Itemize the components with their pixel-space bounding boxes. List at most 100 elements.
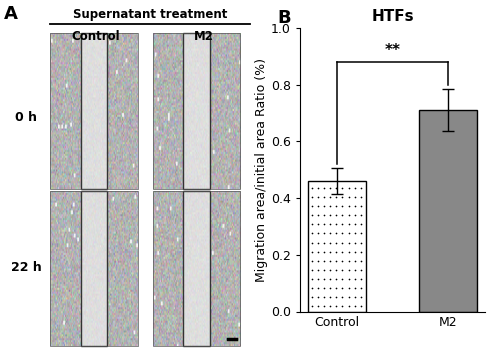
Point xyxy=(308,276,316,282)
Point xyxy=(314,240,322,245)
Point xyxy=(320,249,328,254)
Point xyxy=(338,267,346,273)
Point xyxy=(320,212,328,218)
Point xyxy=(320,303,328,309)
Point xyxy=(320,203,328,209)
Point xyxy=(320,185,328,191)
Point xyxy=(338,231,346,236)
Point xyxy=(308,249,316,254)
Point xyxy=(350,276,358,282)
Text: B: B xyxy=(278,9,291,27)
Point xyxy=(344,258,352,264)
Point xyxy=(356,222,364,227)
Point xyxy=(332,294,340,300)
Point xyxy=(338,276,346,282)
Point xyxy=(350,203,358,209)
Point xyxy=(320,276,328,282)
Point xyxy=(356,203,364,209)
Point xyxy=(344,249,352,254)
Point xyxy=(308,294,316,300)
Point xyxy=(350,222,358,227)
Bar xyxy=(184,33,210,189)
Point xyxy=(338,212,346,218)
Point xyxy=(350,303,358,309)
Point xyxy=(344,303,352,309)
Y-axis label: Migration area/initial area Ratio (%): Migration area/initial area Ratio (%) xyxy=(255,58,268,282)
Point xyxy=(338,285,346,291)
Point xyxy=(350,285,358,291)
Point xyxy=(308,231,316,236)
Point xyxy=(320,258,328,264)
Point xyxy=(344,285,352,291)
Point xyxy=(356,303,364,309)
Point xyxy=(332,185,340,191)
Point xyxy=(314,276,322,282)
Point xyxy=(326,203,334,209)
Point xyxy=(308,185,316,191)
Point xyxy=(350,231,358,236)
Point xyxy=(314,267,322,273)
Point xyxy=(350,185,358,191)
Point xyxy=(332,240,340,245)
Point xyxy=(314,231,322,236)
Point xyxy=(338,294,346,300)
Bar xyxy=(152,33,240,189)
Bar xyxy=(80,33,107,189)
Point xyxy=(314,303,322,309)
Point xyxy=(308,222,316,227)
Point xyxy=(326,258,334,264)
Point xyxy=(356,276,364,282)
Point xyxy=(320,222,328,227)
Bar xyxy=(80,191,107,346)
Point xyxy=(338,249,346,254)
Point xyxy=(314,203,322,209)
Point xyxy=(326,212,334,218)
Text: A: A xyxy=(4,5,18,23)
Point xyxy=(344,267,352,273)
Point xyxy=(314,185,322,191)
Bar xyxy=(50,191,138,346)
Point xyxy=(356,212,364,218)
Point xyxy=(338,203,346,209)
Point xyxy=(326,249,334,254)
Point xyxy=(314,249,322,254)
Point xyxy=(326,222,334,227)
Point xyxy=(320,294,328,300)
Point xyxy=(320,231,328,236)
Bar xyxy=(184,191,210,346)
Point xyxy=(332,303,340,309)
Point xyxy=(356,294,364,300)
Point xyxy=(350,240,358,245)
Point xyxy=(308,212,316,218)
Point xyxy=(308,194,316,200)
Point xyxy=(332,222,340,227)
Point xyxy=(338,185,346,191)
Point xyxy=(344,194,352,200)
Point xyxy=(344,222,352,227)
Point xyxy=(338,303,346,309)
Point xyxy=(356,258,364,264)
Point xyxy=(314,194,322,200)
Point xyxy=(326,276,334,282)
Point xyxy=(332,258,340,264)
Text: 0 h: 0 h xyxy=(15,111,37,124)
Bar xyxy=(308,181,366,312)
Point xyxy=(332,249,340,254)
Point xyxy=(326,240,334,245)
Point xyxy=(326,303,334,309)
Point xyxy=(308,258,316,264)
Point xyxy=(356,185,364,191)
Point xyxy=(314,212,322,218)
Point xyxy=(320,267,328,273)
Point xyxy=(344,231,352,236)
Point xyxy=(338,240,346,245)
Point xyxy=(308,240,316,245)
Point xyxy=(326,185,334,191)
Point xyxy=(314,222,322,227)
Point xyxy=(314,258,322,264)
Point xyxy=(332,285,340,291)
Point xyxy=(344,240,352,245)
Point xyxy=(350,294,358,300)
Point xyxy=(308,285,316,291)
Point xyxy=(344,203,352,209)
